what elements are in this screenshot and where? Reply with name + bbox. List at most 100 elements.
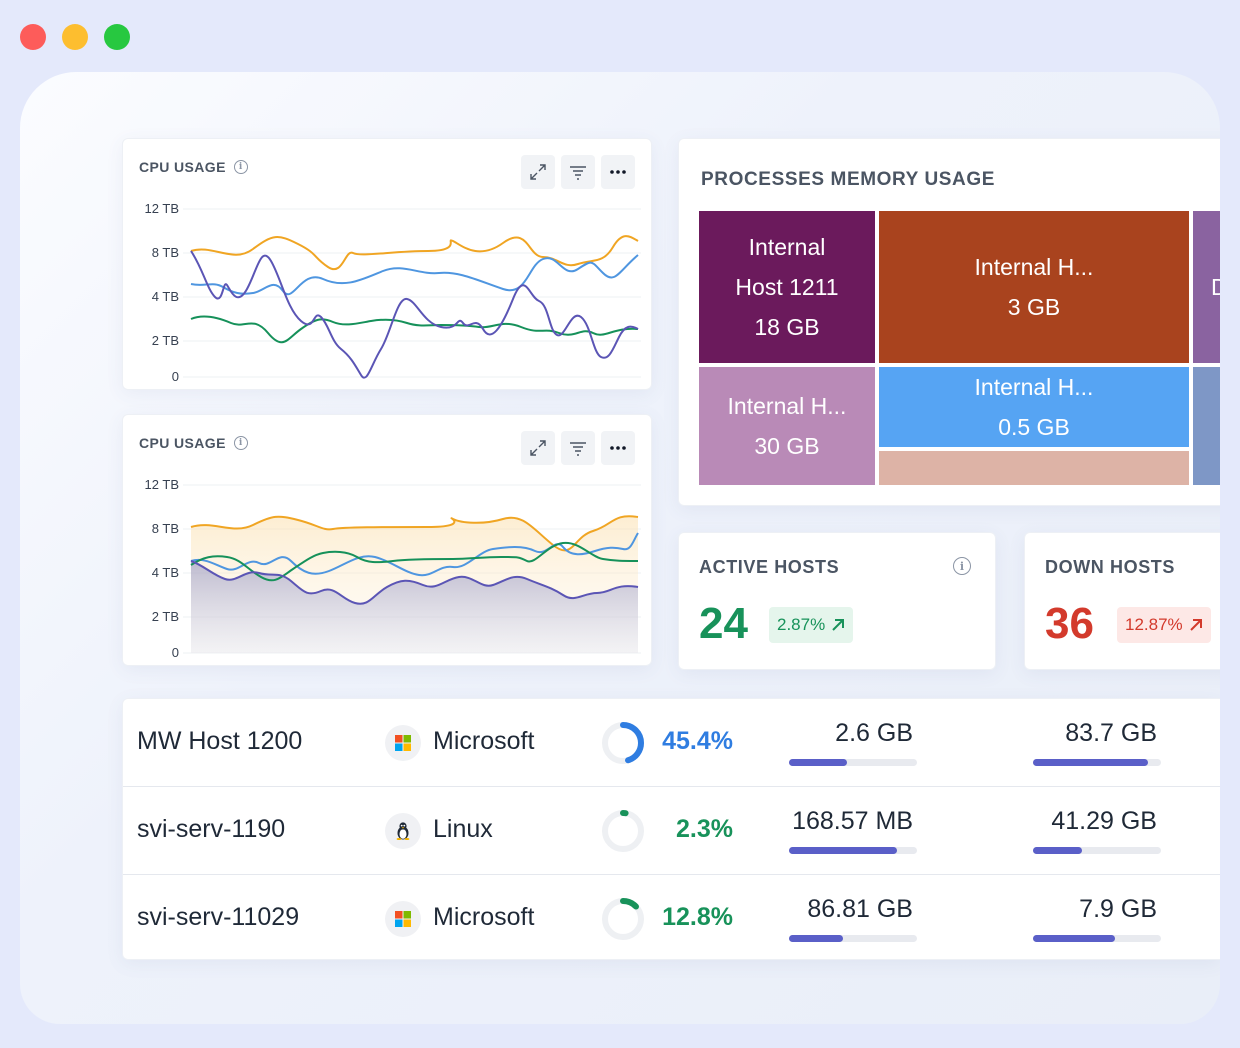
- y-tick-label: 12 TB: [144, 477, 179, 492]
- down-hosts-count: 36: [1045, 599, 1094, 648]
- cpu-card-title-text: CPU USAGE: [139, 159, 226, 175]
- down-hosts-card: DOWN HOSTS 36 12.87%: [1024, 532, 1220, 670]
- disk-progress-bar: [1033, 759, 1161, 766]
- cpu-usage-ring: [602, 722, 644, 764]
- cpu-card-title-text: CPU USAGE: [139, 435, 226, 451]
- expand-button[interactable]: [521, 155, 555, 189]
- expand-icon: [530, 164, 546, 180]
- cpu-percentage: 12.8%: [662, 903, 733, 931]
- host-name: svi-serv-1190: [137, 815, 286, 843]
- chart-toolbar: [521, 155, 635, 189]
- filter-icon: [570, 166, 586, 180]
- tile-label: Internal H...: [727, 393, 847, 419]
- memory-tile[interactable]: D: [1193, 211, 1220, 363]
- y-tick-label: 4 TB: [151, 565, 179, 580]
- minimize-window-button[interactable]: [62, 24, 88, 50]
- y-tick-label: 2 TB: [151, 609, 179, 624]
- memory-value: 168.57 MB: [792, 807, 913, 835]
- more-icon: [610, 170, 626, 174]
- memory-tile[interactable]: Internal H... 3 GB: [879, 211, 1189, 363]
- series-green-line: [190, 541, 639, 582]
- cpu-usage-ring: [602, 810, 644, 852]
- more-options-button[interactable]: [601, 155, 635, 189]
- series-green-line: [190, 315, 639, 344]
- tile-value: 30 GB: [754, 433, 820, 459]
- expand-button[interactable]: [521, 431, 555, 465]
- memory-progress-bar: [789, 935, 917, 942]
- host-name: svi-serv-11029: [137, 903, 300, 931]
- disk-progress-fill: [1033, 935, 1115, 942]
- series-purple-line: [190, 560, 639, 605]
- series-orange-line: [190, 515, 639, 552]
- os-name: Microsoft: [433, 903, 535, 931]
- linux-icon: [385, 813, 421, 849]
- os-name: Microsoft: [433, 727, 535, 755]
- y-tick-label: 8 TB: [151, 245, 179, 260]
- dashboard-window: CPU USAGE i 12 TB 8 TB 4 TB 2 TB 0: [20, 72, 1220, 1024]
- memory-tile[interactable]: Internal Host 1211 18 GB: [699, 211, 875, 363]
- series-purple-line: [190, 250, 639, 379]
- disk-progress-fill: [1033, 759, 1149, 766]
- y-tick-label: 12 TB: [144, 201, 179, 216]
- memory-card-title: PROCESSES MEMORY USAGE: [701, 169, 996, 190]
- series-blue-line: [190, 532, 639, 577]
- tile-label: Internal H...: [974, 254, 1094, 280]
- disk-value: 41.29 GB: [1051, 807, 1157, 835]
- tile-value: 3 GB: [1007, 294, 1061, 320]
- info-icon[interactable]: i: [953, 557, 971, 575]
- series-orange-line: [190, 235, 639, 271]
- y-tick-label: 8 TB: [151, 521, 179, 536]
- cpu-card-title: CPU USAGE i: [139, 435, 248, 451]
- active-hosts-change-badge: 2.87%: [769, 607, 854, 643]
- down-hosts-change-badge: 12.87%: [1117, 607, 1211, 643]
- tile-label: Host 1211: [735, 274, 839, 300]
- processes-memory-card: PROCESSES MEMORY USAGE Internal Host 121…: [678, 138, 1220, 506]
- tile-value: 18 GB: [754, 314, 820, 340]
- cpu-usage-ring-fill: [602, 810, 644, 852]
- memory-tile[interactable]: Internal H... 0.5 GB: [879, 367, 1189, 447]
- maximize-window-button[interactable]: [104, 24, 130, 50]
- memory-tile[interactable]: [1193, 367, 1220, 485]
- area-purple-fill: [191, 561, 638, 653]
- cpu-percentage: 45.4%: [662, 727, 733, 755]
- y-tick-label: 4 TB: [151, 289, 179, 304]
- disk-value: 7.9 GB: [1079, 895, 1157, 923]
- arrow-up-right-icon: [1189, 619, 1202, 631]
- info-icon[interactable]: i: [233, 436, 248, 450]
- windows-icon: [385, 725, 421, 761]
- filter-button[interactable]: [561, 155, 595, 189]
- memory-progress-bar: [789, 759, 917, 766]
- disk-progress-fill: [1033, 847, 1082, 854]
- active-hosts-card: ACTIVE HOSTS i 24 2.87%: [678, 532, 996, 670]
- host-name: MW Host 1200: [137, 727, 303, 755]
- memory-progress-bar: [789, 847, 917, 854]
- memory-tile[interactable]: [879, 451, 1189, 485]
- cpu-usage-ring-fill: [602, 898, 644, 940]
- disk-value: 83.7 GB: [1065, 719, 1157, 747]
- change-value: 12.87%: [1125, 615, 1183, 634]
- active-hosts-title: ACTIVE HOSTS: [699, 557, 840, 577]
- os-name: Linux: [433, 815, 493, 843]
- cpu-card-title: CPU USAGE i: [139, 159, 248, 175]
- table-row[interactable]: svi-serv-11029 Microsoft 12.8% 86.81 GB …: [123, 875, 1220, 963]
- disk-progress-bar: [1033, 935, 1161, 942]
- cpu-area-chart: [183, 484, 641, 654]
- cpu-usage-ring: [602, 898, 644, 940]
- memory-progress-fill: [789, 847, 897, 854]
- chart-gridlines: [183, 208, 641, 378]
- memory-progress-fill: [789, 759, 847, 766]
- memory-tile[interactable]: Internal H... 30 GB: [699, 367, 875, 485]
- close-window-button[interactable]: [20, 24, 46, 50]
- cpu-percentage: 2.3%: [676, 815, 733, 843]
- cpu-usage-ring-fill: [602, 722, 644, 764]
- hosts-table: MW Host 1200 Microsoft 45.4% 2.6 GB 83.7…: [122, 698, 1220, 960]
- table-row[interactable]: MW Host 1200 Microsoft 45.4% 2.6 GB 83.7…: [123, 699, 1220, 787]
- more-options-button[interactable]: [601, 431, 635, 465]
- tile-label: Internal H...: [974, 374, 1094, 400]
- filter-button[interactable]: [561, 431, 595, 465]
- info-icon[interactable]: i: [233, 160, 248, 174]
- table-row[interactable]: svi-serv-1190 Linux 2.3% 168.57 MB 41.2: [123, 787, 1220, 875]
- tile-label: D: [1211, 274, 1220, 300]
- series-blue-line: [190, 254, 639, 295]
- cpu-line-chart: [183, 208, 641, 379]
